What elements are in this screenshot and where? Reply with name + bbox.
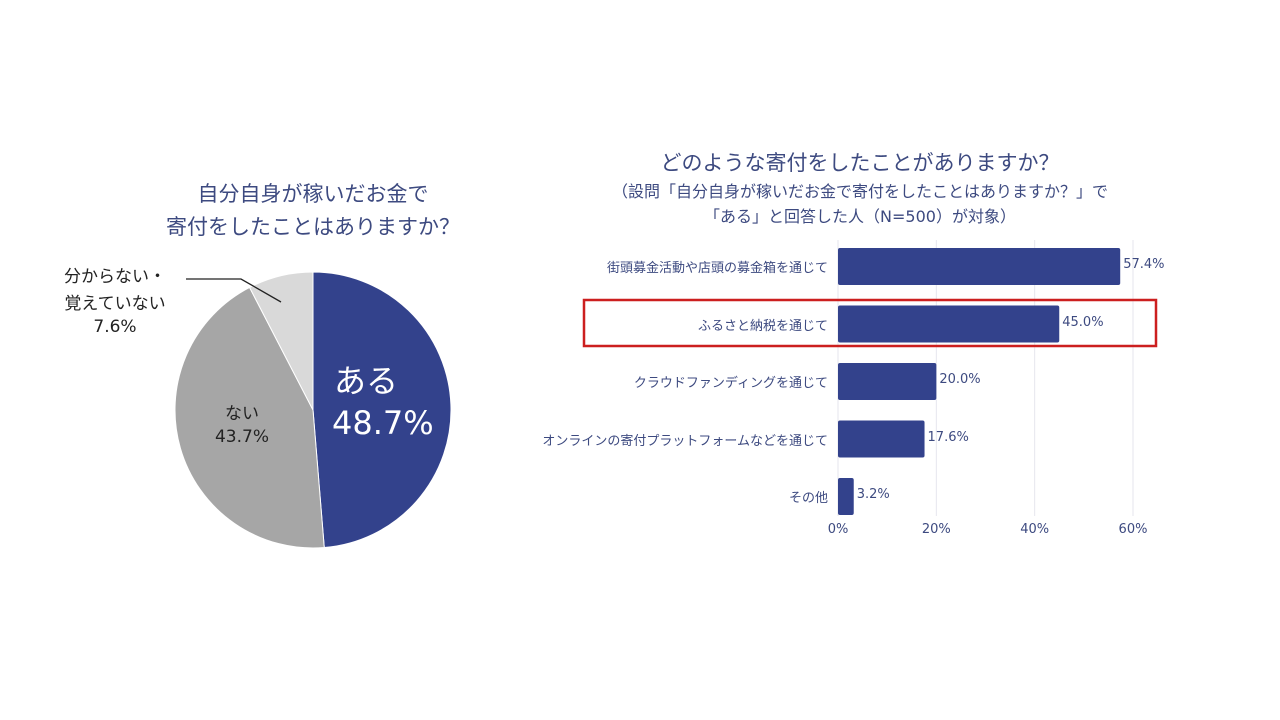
category-label: ふるさと納税を通じて [697,318,828,334]
bar-subtitle-line-2: 「ある」と回答した人（N=500）が対象） [704,207,1016,226]
category-label: クラウドファンディングを通じて [633,376,828,391]
bar-value-label: 3.2% [856,487,890,502]
slice-value-aru: 48.7% [332,404,434,442]
bar-value-label: 45.0% [1062,314,1104,330]
slice-value-unknown: 7.6% [93,317,137,337]
bar-0 [838,248,1121,285]
bar-title: どのような寄付をしたことがありますか？ [660,151,1060,175]
slice-label-unknown-2: 覚えていない [64,294,166,314]
bar-2 [838,363,937,400]
category-label: 街頭募金活動や店頭の募金箱を通じて [606,261,828,276]
slice-value-nai: 43.7% [214,427,270,447]
x-tick-label: 40% [1020,522,1050,537]
pie-slice-2 [248,271,314,411]
x-tick-label: 0% [827,522,849,537]
pie-title-line-1: 自分自身が稼いだお金で [197,182,429,206]
x-tick-label: 60% [1118,522,1148,537]
bar-value-label: 17.6% [927,429,969,445]
slice-label-nai: ない [225,404,259,424]
category-label: オンラインの寄付プラットフォームなどを通じて [542,433,828,449]
highlight-box [582,298,1158,348]
x-tick-label: 20% [921,522,951,537]
bar-3 [838,420,925,458]
pie-title-line-2: 寄付をしたことはありますか？ [166,215,460,239]
bar-subtitle-line-1: （設問「自分自身が稼いだお金で寄付をしたことはありますか？」で [611,182,1109,201]
bar-value-label: 57.4% [1123,257,1165,272]
category-label: その他 [788,491,828,506]
slice-label-aru: ある [334,362,399,400]
pie-slice-0 [312,271,452,549]
pie-slice-1 [174,286,325,549]
bar-1 [838,305,1060,343]
bar-4 [838,478,854,515]
leader-line [186,278,282,303]
bar-value-label: 20.0% [939,372,981,387]
slice-label-unknown-1: 分からない・ [64,267,166,287]
